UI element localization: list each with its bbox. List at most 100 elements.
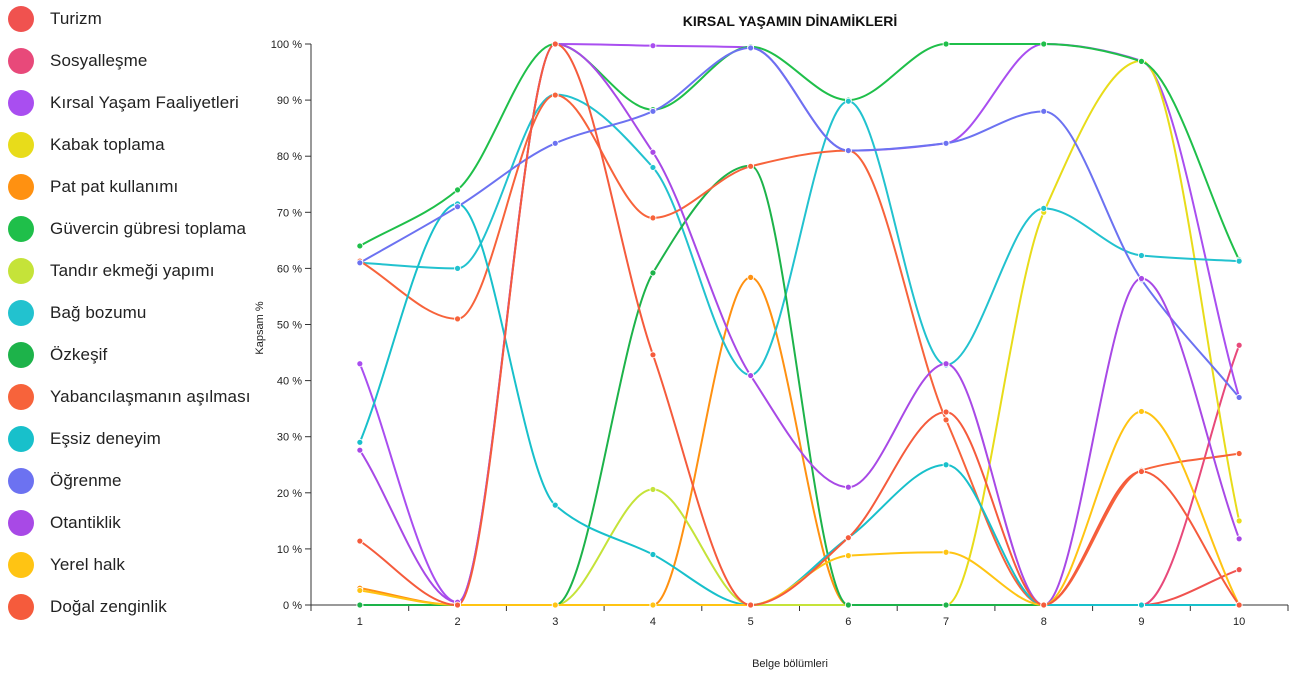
legend-item[interactable]: Sosyalleşme xyxy=(8,46,147,76)
data-point[interactable] xyxy=(649,214,657,222)
data-point[interactable] xyxy=(942,139,950,147)
legend-swatch xyxy=(8,6,34,32)
data-point[interactable] xyxy=(942,40,950,48)
legend-item[interactable]: Bağ bozumu xyxy=(8,298,146,328)
data-point[interactable] xyxy=(649,269,657,277)
data-point[interactable] xyxy=(356,259,364,267)
data-point[interactable] xyxy=(1138,57,1145,65)
legend-label: Kırsal Yaşam Faaliyetleri xyxy=(50,93,239,112)
data-point[interactable] xyxy=(1040,107,1048,115)
data-point[interactable] xyxy=(1235,394,1243,401)
x-tick-label: 3 xyxy=(552,616,558,628)
legend-label: Pat pat kullanımı xyxy=(50,177,179,196)
data-point[interactable] xyxy=(844,97,852,105)
legend-swatch xyxy=(8,216,34,242)
data-point[interactable] xyxy=(1235,341,1243,349)
data-point[interactable] xyxy=(1235,257,1243,265)
x-tick-label: 9 xyxy=(1138,616,1144,628)
data-point[interactable] xyxy=(844,552,852,560)
legend-label: Bağ bozumu xyxy=(50,303,147,322)
data-point[interactable] xyxy=(844,601,852,609)
data-point[interactable] xyxy=(649,148,657,156)
legend-item[interactable]: Doğal zenginlik xyxy=(8,592,167,622)
y-axis: 0 % 10 % 20 % 30 % 40 % 50 % 60 % 70 % 80 % 90 % 1… xyxy=(271,39,312,612)
data-point[interactable] xyxy=(844,147,852,154)
data-point[interactable] xyxy=(649,107,657,115)
data-point[interactable] xyxy=(747,162,755,170)
legend-item[interactable]: Yerel halk xyxy=(8,550,125,580)
data-point[interactable] xyxy=(1040,204,1048,212)
data-point[interactable] xyxy=(747,601,755,609)
series-line xyxy=(359,42,1241,261)
data-point[interactable] xyxy=(1138,468,1145,475)
data-point[interactable] xyxy=(356,446,364,454)
legend-item[interactable]: Öğrenme xyxy=(8,466,122,496)
data-point[interactable] xyxy=(649,42,657,50)
data-point[interactable] xyxy=(551,601,559,609)
data-point[interactable] xyxy=(356,360,364,368)
legend-item[interactable]: Otantiklik xyxy=(8,508,121,538)
legend-item[interactable]: Pat pat kullanımı xyxy=(8,172,178,202)
data-point[interactable] xyxy=(942,360,950,368)
data-point[interactable] xyxy=(356,242,364,250)
legend-item[interactable]: Kırsal Yaşam Faaliyetleri xyxy=(8,88,239,118)
data-point[interactable] xyxy=(649,601,657,609)
legend-label: Yabancılaşmanın aşılması xyxy=(50,387,251,406)
data-point[interactable] xyxy=(454,601,461,609)
data-point[interactable] xyxy=(454,203,461,211)
legend-item[interactable]: Kabak toplama xyxy=(8,130,165,160)
y-tick-label: 10 % xyxy=(277,544,302,556)
data-point[interactable] xyxy=(747,372,755,379)
y-tick-label: 100 % xyxy=(271,39,302,51)
legend-swatch xyxy=(8,552,34,578)
data-point[interactable] xyxy=(747,273,755,281)
legend-label: Kabak toplama xyxy=(50,135,165,154)
data-point[interactable] xyxy=(356,601,364,609)
data-point[interactable] xyxy=(1235,535,1243,543)
data-point[interactable] xyxy=(844,483,852,491)
data-point[interactable] xyxy=(1138,408,1145,415)
data-point[interactable] xyxy=(356,537,364,545)
data-point[interactable] xyxy=(356,438,364,446)
data-point[interactable] xyxy=(942,416,950,424)
x-axis-title: Belge bölümleri xyxy=(752,658,828,670)
data-point[interactable] xyxy=(551,91,559,99)
legend-item[interactable]: Tandır ekmeği yapımı xyxy=(8,256,215,286)
data-point[interactable] xyxy=(1235,601,1243,609)
legend-item[interactable]: Güvercin gübresi toplama xyxy=(8,214,246,244)
legend-item[interactable]: Yabancılaşmanın aşılması xyxy=(8,382,251,412)
legend-swatch xyxy=(8,342,34,368)
legend-label: Eşsiz deneyim xyxy=(50,429,161,448)
data-point[interactable] xyxy=(551,40,559,48)
data-point[interactable] xyxy=(454,315,461,323)
data-point[interactable] xyxy=(454,186,461,194)
x-tick-label: 2 xyxy=(454,616,460,628)
data-point[interactable] xyxy=(1235,450,1243,457)
data-point[interactable] xyxy=(1040,601,1048,609)
data-point[interactable] xyxy=(649,486,657,493)
data-point[interactable] xyxy=(551,139,559,147)
data-point[interactable] xyxy=(844,534,852,542)
data-point[interactable] xyxy=(1138,601,1145,609)
data-point[interactable] xyxy=(942,548,950,556)
legend-label: Güvercin gübresi toplama xyxy=(50,219,247,238)
data-point[interactable] xyxy=(1138,275,1145,282)
data-point[interactable] xyxy=(551,501,559,509)
data-point[interactable] xyxy=(1138,252,1145,259)
data-point[interactable] xyxy=(649,551,657,558)
data-point[interactable] xyxy=(942,461,950,469)
data-point[interactable] xyxy=(1040,40,1048,48)
legend-item[interactable]: Eşsiz deneyim xyxy=(8,424,161,454)
data-point[interactable] xyxy=(747,44,755,52)
data-point[interactable] xyxy=(1235,566,1243,574)
data-point[interactable] xyxy=(1235,517,1243,525)
data-point[interactable] xyxy=(649,351,657,359)
legend-item[interactable]: Turizm xyxy=(8,4,102,34)
legend-label: Tandır ekmeği yapımı xyxy=(50,261,215,280)
legend-item[interactable]: Özkeşif xyxy=(8,340,107,370)
data-point[interactable] xyxy=(454,264,461,272)
data-point[interactable] xyxy=(942,601,950,609)
data-point[interactable] xyxy=(649,164,657,171)
data-point[interactable] xyxy=(942,408,950,416)
data-point[interactable] xyxy=(356,587,364,594)
